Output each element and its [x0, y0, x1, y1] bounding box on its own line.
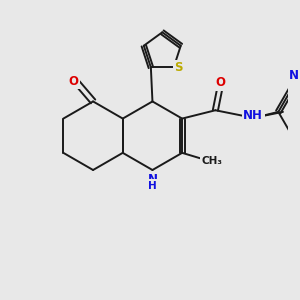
Text: H: H	[148, 181, 157, 191]
Text: NH: NH	[243, 109, 263, 122]
Text: N: N	[289, 69, 299, 82]
Text: CH₃: CH₃	[202, 156, 223, 166]
Text: N: N	[148, 172, 158, 186]
Text: S: S	[175, 61, 183, 74]
Text: O: O	[215, 76, 225, 89]
Text: O: O	[69, 75, 79, 88]
